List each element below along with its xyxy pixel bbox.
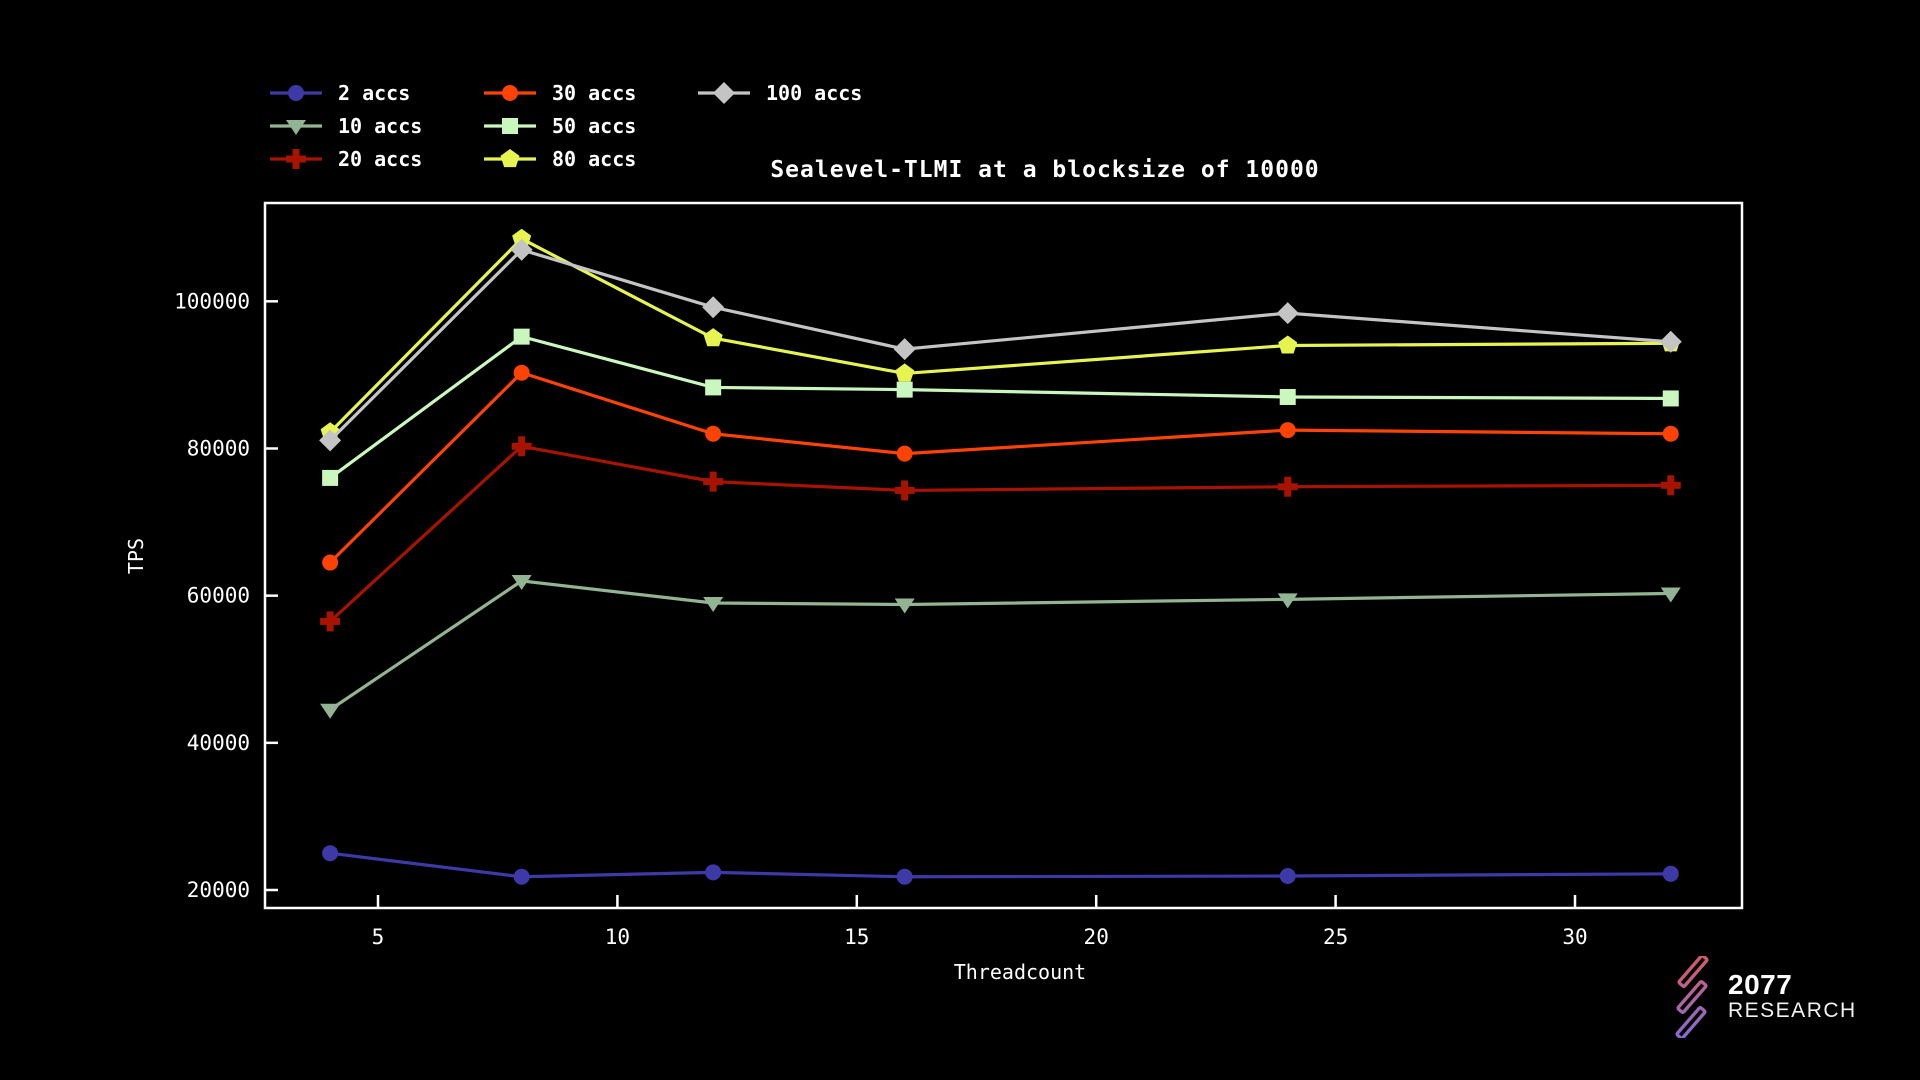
x-tick-label: 25 [1323,925,1348,949]
legend-item-50-accs: 50 accs [482,109,696,142]
square-marker-icon [484,117,536,134]
logo-brand-number: 2077 [1728,969,1793,1000]
x-tick-label: 5 [372,925,385,949]
legend-label: 50 accs [552,113,637,138]
triangle-down-marker-icon [270,119,322,135]
legend-label: 80 accs [552,146,637,171]
series-10-accs [320,574,1681,719]
series-30-accs [322,364,1679,571]
legend-column: 2 accs 10 accs 20 accs [268,76,482,175]
legend-item-80-accs: 80 accs [482,142,696,175]
legend-item-30-accs: 30 accs [482,76,696,109]
pentagon-marker-icon [484,148,536,167]
x-axis-label: Threadcount [953,960,1087,984]
legend-label: 100 accs [766,80,863,105]
x-tick-label: 20 [1084,925,1109,949]
x-tick-label: 30 [1562,925,1587,949]
legend-item-10-accs: 10 accs [268,109,482,142]
diamond-marker-icon [698,81,750,104]
x-tick-label: 10 [605,925,630,949]
series-2-accs [322,845,1679,885]
series-100-accs [319,238,1682,452]
y-tick-label: 60000 [187,584,250,608]
x-tick-label: 15 [844,925,869,949]
legend-column: 100 accs [696,76,910,109]
y-tick-label: 100000 [174,289,250,313]
y-tick-label: 80000 [187,436,250,460]
legend-label: 10 accs [338,113,423,138]
series-80-accs [320,228,1681,441]
x-axis-ticks: 5 10 15 20 25 30 [372,895,1588,949]
y-tick-label: 40000 [187,731,250,755]
legend-label: 20 accs [338,146,423,171]
y-axis-ticks: 20000 40000 60000 80000 100000 [174,289,278,902]
legend-item-2-accs: 2 accs [268,76,482,109]
y-axis-label: TPS [124,537,148,575]
circle-marker-icon [270,84,322,101]
legend-label: 2 accs [338,80,411,105]
chart-legend: 2 accs 10 accs 20 accs 30 accs 50 accs 80 acc… [268,76,910,175]
legend-item-20-accs: 20 accs [268,142,482,175]
plot-frame [263,201,1744,910]
logo-text: 2077 RESEARCH [1728,971,1857,1023]
series-50-accs [322,328,1679,486]
legend-label: 30 accs [552,80,637,105]
y-tick-label: 20000 [187,878,250,902]
logo-brand-word: RESEARCH [1728,999,1857,1022]
brand-logo: 2077 RESEARCH [1668,956,1857,1038]
series-20-accs [320,436,1681,632]
circle-marker-icon [484,84,536,101]
plus-marker-icon [270,148,322,169]
legend-item-100-accs: 100 accs [696,76,910,109]
logo-slashes-icon [1675,956,1709,1038]
legend-column: 30 accs 50 accs 80 accs [482,76,696,175]
chart-title: Sealevel-TLMI at a blocksize of 10000 [770,157,1320,183]
